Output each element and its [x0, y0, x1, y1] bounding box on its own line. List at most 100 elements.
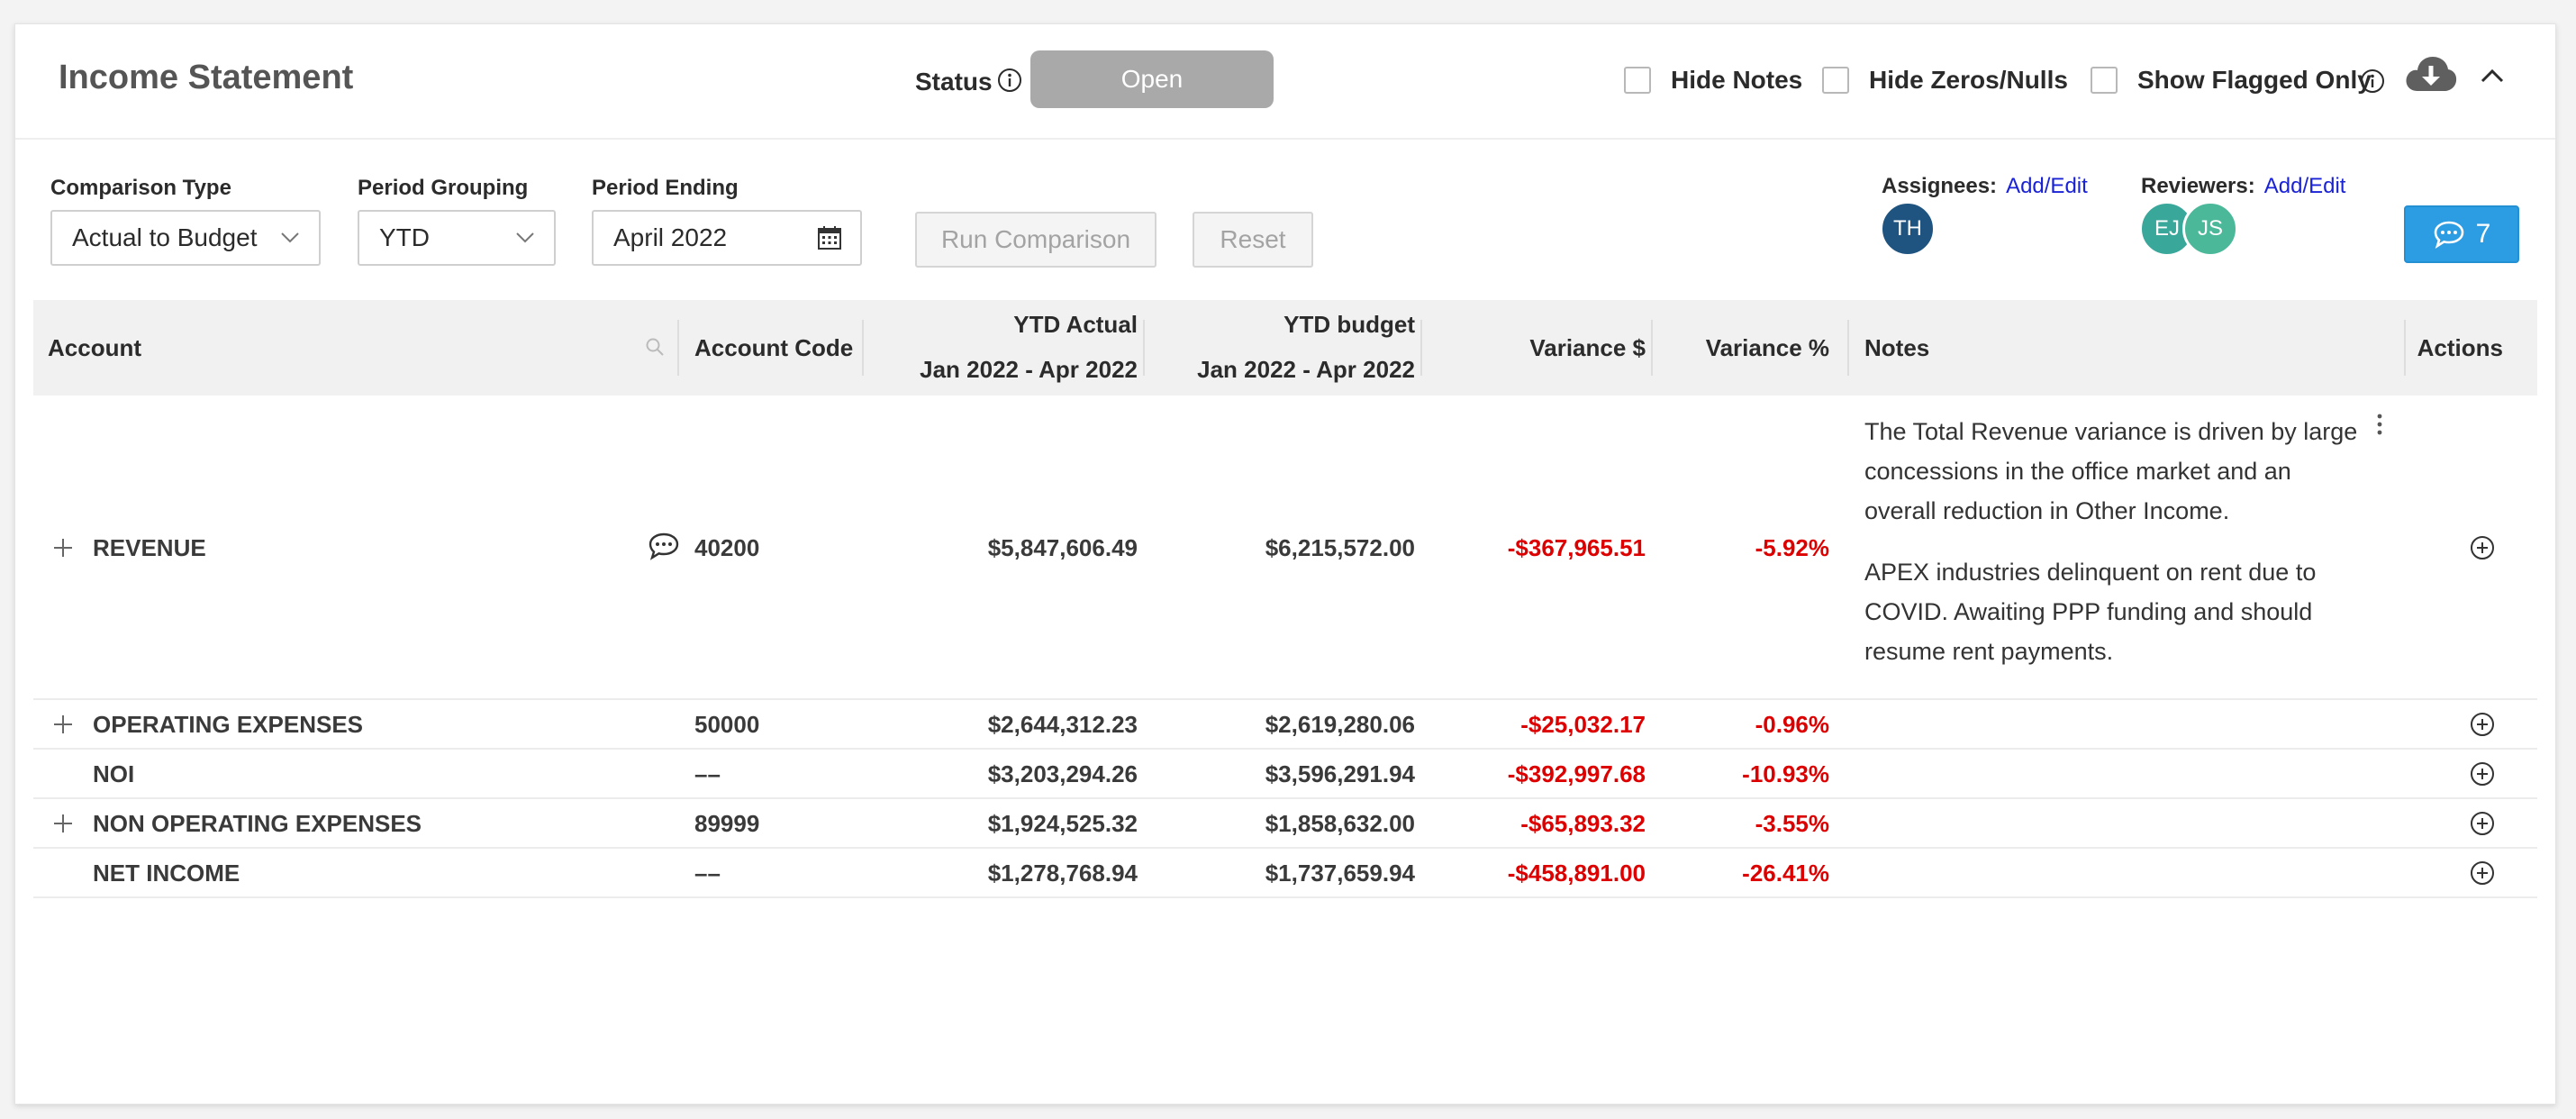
assignees-add-edit-link[interactable]: Add/Edit [2006, 174, 2088, 198]
column-divider [862, 320, 864, 376]
column-divider [1651, 320, 1653, 376]
panel-header: Income Statement Status Open Hide Notes … [15, 24, 2555, 140]
row-variance-dollar: -$458,891.00 [1507, 860, 1646, 887]
row-account-name: REVENUE [93, 534, 206, 561]
income-statement-table: Account Account Code YTD Actual Jan 2022… [33, 300, 2537, 898]
calendar-icon[interactable] [817, 225, 842, 250]
table-row-net-income[interactable]: NET INCOME –– $1,278,768.94 $1,737,659.9… [33, 849, 2537, 898]
show-flagged-toggle[interactable]: Show Flagged Only [2091, 66, 2372, 95]
column-divider [677, 320, 679, 376]
header-variance-pct[interactable]: Variance % [1705, 334, 1829, 361]
header-account[interactable]: Account [48, 334, 141, 361]
comment-icon[interactable] [648, 532, 680, 560]
run-comparison-button[interactable]: Run Comparison [915, 212, 1156, 268]
search-icon[interactable] [644, 336, 666, 358]
hide-notes-label: Hide Notes [1671, 66, 1803, 94]
header-ytd-budget[interactable]: YTD budget [1283, 311, 1415, 338]
add-action-icon[interactable] [2470, 761, 2495, 787]
reviewers-add-edit-link[interactable]: Add/Edit [2263, 174, 2346, 198]
header-ytd-budget-range: Jan 2022 - Apr 2022 [1197, 356, 1415, 383]
comparison-type-value: Actual to Budget [72, 223, 258, 251]
flagged-info-icon[interactable] [2360, 68, 2385, 94]
row-account-name: NET INCOME [93, 860, 240, 887]
page-title: Income Statement [59, 59, 354, 96]
comments-button[interactable]: 7 [2404, 205, 2519, 263]
comment-icon [2434, 221, 2463, 249]
period-ending-label: Period Ending [592, 176, 739, 200]
status-button[interactable]: Open [1030, 50, 1274, 108]
column-divider [1420, 320, 1422, 376]
header-ytd-actual[interactable]: YTD Actual [1013, 311, 1138, 338]
comparison-type-label: Comparison Type [50, 176, 231, 200]
reviewers-label: Reviewers: Add/Edit [2141, 174, 2345, 199]
income-statement-panel: Income Statement Status Open Hide Notes … [14, 23, 2556, 1105]
row-variance-pct: -10.93% [1742, 760, 1829, 787]
comment-count: 7 [2475, 219, 2491, 249]
row-ytd-actual: $1,278,768.94 [987, 860, 1138, 887]
header-ytd-actual-range: Jan 2022 - Apr 2022 [920, 356, 1138, 383]
assignees-label: Assignees: Add/Edit [1882, 174, 2088, 199]
table-row-operating-expenses[interactable]: OPERATING EXPENSES 50000 $2,644,312.23 $… [33, 700, 2537, 750]
header-notes: Notes [1864, 334, 1930, 361]
comparison-type-select[interactable]: Actual to Budget [50, 210, 321, 266]
row-ytd-actual: $3,203,294.26 [987, 760, 1138, 787]
hide-notes-checkbox[interactable] [1624, 67, 1651, 94]
reset-button[interactable]: Reset [1193, 212, 1313, 268]
show-flagged-label: Show Flagged Only [2137, 66, 2372, 94]
column-divider [2404, 320, 2406, 376]
table-row-non-operating-expenses[interactable]: NON OPERATING EXPENSES 89999 $1,924,525.… [33, 799, 2537, 849]
period-grouping-value: YTD [379, 223, 430, 251]
row-account-code: 50000 [694, 711, 760, 738]
chevron-down-icon [281, 232, 299, 243]
info-icon[interactable] [997, 68, 1022, 93]
period-grouping-select[interactable]: YTD [358, 210, 556, 266]
header-actions: Actions [2417, 334, 2503, 361]
row-variance-dollar: -$25,032.17 [1520, 711, 1646, 738]
row-variance-dollar: -$392,997.68 [1507, 760, 1646, 787]
row-variance-pct: -3.55% [1755, 810, 1829, 837]
hide-zeros-checkbox[interactable] [1822, 67, 1849, 94]
row-ytd-actual: $1,924,525.32 [987, 810, 1138, 837]
row-note-1: The Total Revenue variance is driven by … [1864, 418, 2358, 524]
column-divider [1143, 320, 1145, 376]
show-flagged-checkbox[interactable] [2091, 67, 2118, 94]
row-account-name: NOI [93, 760, 135, 787]
header-account-code[interactable]: Account Code [694, 334, 854, 361]
row-note-2: APEX industries delinquent on rent due t… [1864, 559, 2317, 665]
add-action-icon[interactable] [2470, 712, 2495, 737]
add-action-icon[interactable] [2470, 860, 2495, 886]
row-variance-dollar: -$65,893.32 [1520, 810, 1646, 837]
row-account-code: 40200 [694, 534, 760, 561]
table-header: Account Account Code YTD Actual Jan 2022… [33, 300, 2537, 396]
table-row-noi[interactable]: NOI –– $3,203,294.26 $3,596,291.94 -$392… [33, 750, 2537, 799]
period-ending-input[interactable]: April 2022 [592, 210, 862, 266]
chevron-down-icon [516, 232, 534, 243]
row-variance-pct: -5.92% [1755, 534, 1829, 561]
collapse-chevron-up-icon[interactable] [2477, 60, 2508, 91]
period-ending-value: April 2022 [613, 223, 728, 251]
add-action-icon[interactable] [2470, 811, 2495, 836]
row-variance-pct: -26.41% [1742, 860, 1829, 887]
expand-plus-icon[interactable] [51, 536, 75, 560]
row-account-name: OPERATING EXPENSES [93, 711, 364, 738]
column-divider [1847, 320, 1849, 376]
kebab-menu-icon[interactable] [2375, 412, 2384, 439]
row-ytd-budget: $3,596,291.94 [1265, 760, 1415, 787]
hide-zeros-toggle[interactable]: Hide Zeros/Nulls [1822, 66, 2068, 95]
row-ytd-actual: $5,847,606.49 [987, 534, 1138, 561]
row-ytd-budget: $1,737,659.94 [1265, 860, 1415, 887]
header-variance-dollar[interactable]: Variance $ [1529, 334, 1646, 361]
table-row-revenue[interactable]: REVENUE 40200 $5,847,606.49 $6,215,572.0… [33, 396, 2537, 700]
row-variance-pct: -0.96% [1755, 711, 1829, 738]
avatar-js[interactable]: JS [2182, 201, 2238, 257]
expand-plus-icon[interactable] [51, 713, 75, 736]
reviewers-label-text: Reviewers: [2141, 174, 2255, 198]
add-action-icon[interactable] [2470, 535, 2495, 560]
cloud-download-icon[interactable] [2405, 55, 2457, 95]
avatar-th[interactable]: TH [1880, 201, 1936, 257]
hide-notes-toggle[interactable]: Hide Notes [1624, 66, 1802, 95]
row-ytd-budget: $1,858,632.00 [1265, 810, 1415, 837]
row-ytd-budget: $2,619,280.06 [1265, 711, 1415, 738]
expand-plus-icon[interactable] [51, 812, 75, 835]
row-account-code: –– [694, 760, 721, 787]
